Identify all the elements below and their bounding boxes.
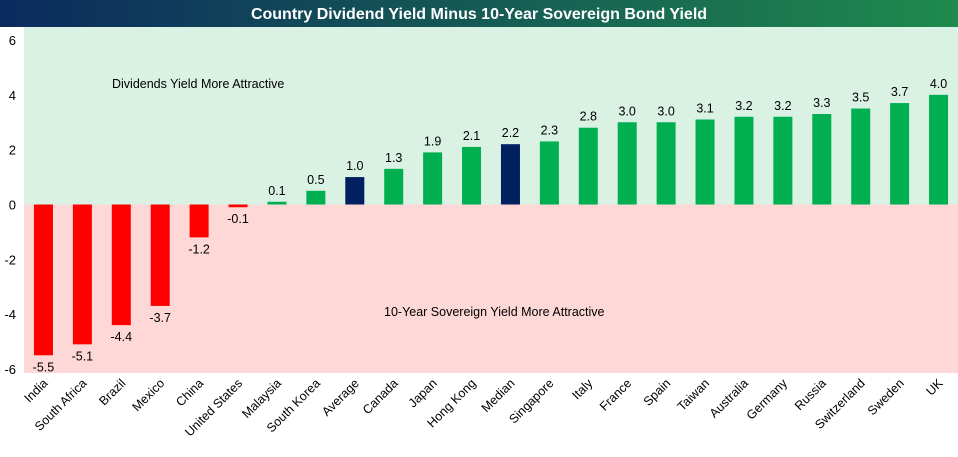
- bar-taiwan: [695, 119, 715, 205]
- bar-spain: [656, 122, 676, 205]
- bar-china: [189, 204, 209, 238]
- bar-canada: [384, 168, 404, 205]
- x-tick-label: Taiwan: [675, 376, 712, 413]
- bar-singapore: [539, 141, 559, 205]
- bar-australia: [734, 116, 754, 205]
- y-tick-label: 6: [9, 33, 16, 48]
- x-tick-label: India: [22, 376, 51, 405]
- x-tick-label: Sweden: [865, 376, 907, 418]
- data-label: 3.0: [657, 104, 674, 118]
- x-tick-label: China: [173, 376, 206, 409]
- negative-region-background: [24, 204, 958, 373]
- data-label: 2.1: [463, 129, 480, 143]
- data-label: 4.0: [930, 77, 947, 91]
- chart-title: Country Dividend Yield Minus 10-Year Sov…: [251, 6, 707, 23]
- bar-malaysia: [267, 201, 287, 205]
- bar-russia: [812, 114, 832, 205]
- bar-uk: [929, 94, 949, 205]
- bar-average: [345, 177, 365, 205]
- x-tick-label: Germany: [744, 376, 791, 423]
- data-label: 3.0: [619, 104, 636, 118]
- data-label: 2.3: [541, 123, 558, 137]
- y-tick-label: -2: [4, 252, 16, 267]
- x-tick-label: Italy: [569, 376, 596, 403]
- bar-germany: [773, 116, 793, 205]
- x-tick-label: Russia: [792, 376, 829, 413]
- bar-switzerland: [851, 108, 871, 205]
- y-tick-label: 0: [9, 198, 16, 213]
- x-tick-label: Japan: [406, 376, 440, 410]
- positive-region-background: [24, 27, 958, 205]
- y-tick-label: -6: [4, 362, 16, 377]
- title-bar: [0, 0, 958, 27]
- data-label: 3.2: [735, 99, 752, 113]
- bar-median: [500, 144, 520, 205]
- y-tick-label: 4: [9, 88, 16, 103]
- x-tick-label: Mexico: [129, 376, 167, 414]
- bar-south-africa: [72, 204, 92, 345]
- positive-region-annotation: Dividends Yield More Attractive: [112, 77, 284, 91]
- bar-india: [33, 204, 53, 356]
- bar-france: [617, 122, 637, 205]
- data-labels-group: -5.5 -5.1 -4.4 -3.7 -1.2 -0.1 0.1 0.5 1.0 1.3 1.9 2…: [33, 77, 948, 374]
- y-tick-label: -4: [4, 307, 16, 322]
- bar-hong-kong: [462, 146, 482, 205]
- bar-japan: [423, 152, 443, 205]
- data-label: 2.8: [580, 110, 597, 124]
- x-tick-label: Canada: [360, 376, 401, 417]
- bars-group: [33, 94, 949, 356]
- data-label: -0.1: [227, 212, 249, 226]
- data-label: 3.5: [852, 91, 869, 105]
- x-tick-label: Median: [479, 376, 518, 415]
- x-tick-label: Average: [319, 376, 362, 419]
- data-label: 1.3: [385, 151, 402, 165]
- x-tick-label: Spain: [641, 376, 674, 409]
- negative-region-annotation: 10-Year Sovereign Yield More Attractive: [384, 305, 605, 319]
- x-tick-label: France: [597, 376, 634, 413]
- data-label: -4.4: [111, 330, 133, 344]
- bar-sweden: [890, 103, 910, 205]
- data-label: 3.1: [696, 102, 713, 116]
- data-label: 3.2: [774, 99, 791, 113]
- data-label: 3.7: [891, 85, 908, 99]
- bar-mexico: [150, 204, 170, 306]
- data-label: 1.9: [424, 134, 441, 148]
- x-tick-label: UK: [923, 376, 946, 399]
- x-tick-label: Brazil: [96, 376, 128, 408]
- data-label: -3.7: [149, 311, 171, 325]
- bar-brazil: [111, 204, 131, 326]
- data-label: 3.3: [813, 96, 830, 110]
- data-label: 0.1: [268, 184, 285, 198]
- data-label: -5.5: [33, 360, 55, 374]
- y-tick-label: 2: [9, 143, 16, 158]
- y-axis: 6 4 2 0 -2 -4 -6: [4, 33, 16, 377]
- data-label: 0.5: [307, 173, 324, 187]
- data-label: -5.1: [72, 349, 94, 363]
- data-label: 2.2: [502, 126, 519, 140]
- bar-italy: [578, 127, 598, 205]
- data-label: 1.0: [346, 159, 363, 173]
- data-label: -1.2: [188, 242, 210, 256]
- bar-south-korea: [306, 190, 326, 205]
- bar-united-states: [228, 204, 248, 208]
